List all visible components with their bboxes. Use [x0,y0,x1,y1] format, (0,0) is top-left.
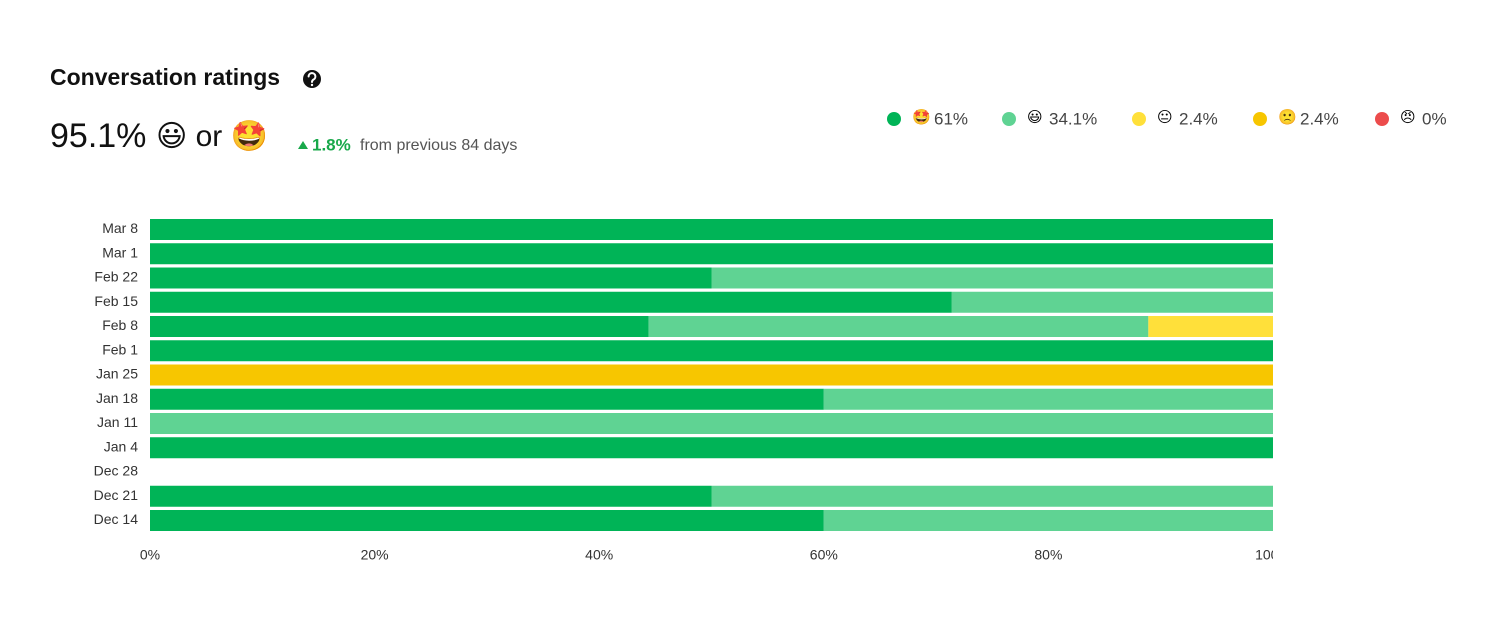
score-suffix: 😃 or 🤩 [156,119,268,153]
bar-segment [150,219,1273,240]
bar-segment [648,316,1149,337]
x-tick-label: 60% [810,547,838,563]
legend-dot [887,112,901,126]
title: Conversation ratings [50,64,280,90]
bar-segment [150,243,1273,265]
legend-label: 😃 [1027,109,1043,126]
bar-segment [1148,316,1273,337]
x-tick-label: 100% [1255,547,1291,563]
bar-segment [150,510,824,531]
y-tick-label: Dec 21 [94,487,139,503]
bar-segment [150,316,649,337]
legend-label: 😠 [1400,109,1416,126]
y-tick-label: Jan 4 [104,438,138,454]
x-axis: 0% 20% 40% 60% 80% 100% [140,547,1291,563]
change-text: from previous 84 days [360,137,517,154]
bar-segment [150,267,712,289]
legend-label: 😐 [1157,109,1173,126]
score: 95.1% [50,117,146,155]
x-tick-label: 20% [361,547,389,563]
legend-dot [1253,112,1267,126]
legend-label: 🙁 [1278,108,1297,126]
x-tick-label: 40% [585,547,613,563]
y-tick-label: Mar 8 [102,220,138,236]
bar-segment [150,388,824,410]
y-tick-label: Feb 1 [102,341,138,357]
y-tick-label: Jan 18 [96,390,138,406]
y-tick-label: Dec 14 [94,511,139,527]
bar-segment [150,413,1273,434]
y-tick-label: Jan 11 [97,414,138,430]
legend-value: 0% [1422,109,1447,128]
bar-segment [150,340,1273,362]
y-tick-label: Mar 1 [102,244,138,260]
legend-dot [1132,112,1146,126]
bar-segment [823,510,1273,531]
y-tick-label: Feb 22 [94,269,138,285]
y-tick-label: Feb 15 [94,293,138,309]
up-arrow [298,141,308,149]
legend-label: 🤩 [912,108,931,126]
bar-segment [951,291,1273,313]
x-tick-label: 0% [140,547,160,563]
bar-segment [150,291,952,313]
legend-value: 34.1% [1049,109,1097,128]
x-tick-label: 80% [1034,547,1062,563]
y-tick-label: Jan 25 [96,366,138,382]
legend-value: 2.4% [1300,109,1339,128]
legend-value: 61% [934,109,968,128]
change: 1.8% [312,135,351,154]
legend-dot [1375,112,1389,126]
y-tick-label: Dec 28 [94,463,139,479]
legend-dot [1002,112,1016,126]
bar-segment [711,267,1273,289]
legend-value: 2.4% [1179,109,1218,128]
bar-segment [150,437,1273,459]
bar-segment [711,485,1273,507]
bar-segment [150,364,1273,386]
bar-segment [823,388,1273,410]
bar-segment [150,485,712,507]
y-tick-label: Feb 8 [102,317,138,333]
help-icon[interactable] [303,70,321,88]
